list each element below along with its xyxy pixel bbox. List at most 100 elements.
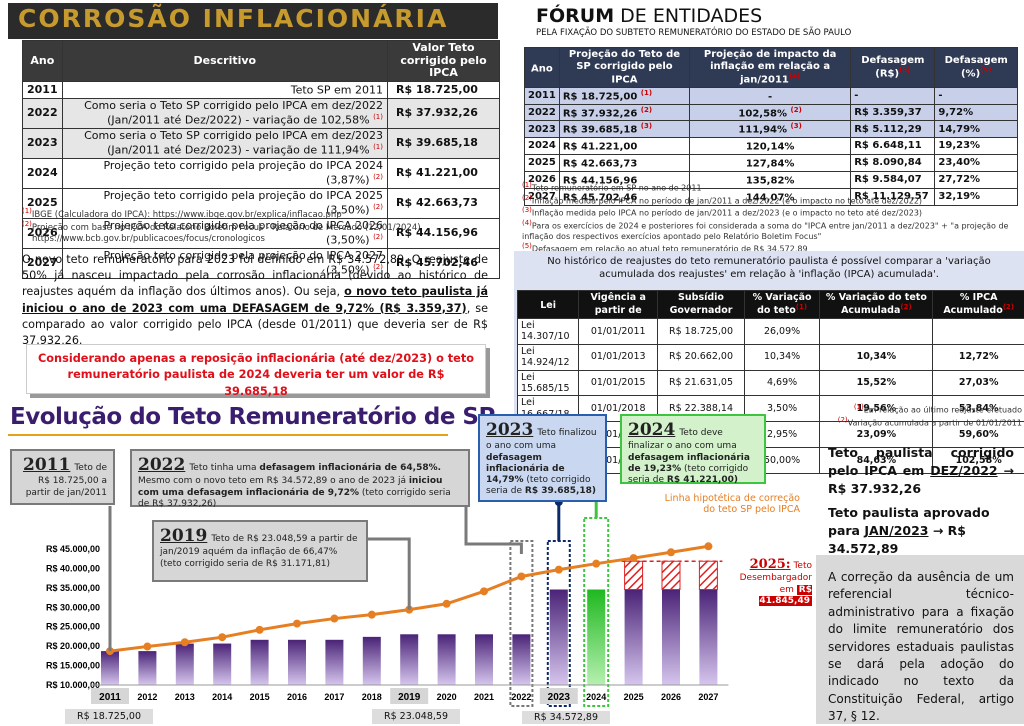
col-descritivo: Descritivo: [62, 41, 387, 82]
ipca-point-2012: [143, 643, 151, 651]
cell-descritivo: Projeção teto corrigido pela projeção do…: [62, 159, 387, 189]
x-tick-label: 2013: [175, 692, 195, 702]
y-tick-label: R$ 30.000,00: [46, 602, 100, 612]
x-tick-label: 2022: [511, 692, 531, 702]
notes-table2: (1)Teto remuneratório em SP no ano de 20…: [522, 181, 1012, 254]
header-cell: Lei: [518, 291, 579, 319]
x-tick-label: 2016: [287, 692, 307, 702]
x-tick-label: 2025: [624, 692, 644, 702]
analysis-paragraph: O novo teto remuneratório para 2023 foi …: [22, 252, 488, 349]
cell-teto: R$ 41.221,00: [559, 138, 689, 155]
footnote: (2)Inflação medida pelo IPCA no período …: [522, 194, 1012, 207]
table-cell: 15,52%: [820, 370, 933, 396]
x-tick-label: 2027: [698, 692, 718, 702]
header-cell: Defasagem (R$)(5): [851, 48, 935, 88]
cell-impacto: 127,84%: [690, 155, 851, 172]
header-cell: % Variação do teto(1): [744, 291, 820, 319]
col-valor: Valor Teto corrigido pelo IPCA: [388, 41, 500, 82]
connector-2022: [466, 506, 521, 554]
header-cell: Vigência a partir de: [579, 291, 658, 319]
cell-defasagem: R$ 8.090,84: [851, 155, 935, 172]
bar-2012: [138, 651, 156, 685]
highlight-box: Considerando apenas a reposição inflacio…: [26, 344, 486, 394]
cell-impacto: 120,14%: [690, 138, 851, 155]
table-cell: 27,03%: [933, 370, 1024, 396]
notes-table3: (1)Em relação ao último reajuste efetuad…: [800, 403, 1022, 428]
bar-2015: [251, 640, 269, 685]
table-cell: [820, 318, 933, 344]
x-tick-label: 2020: [437, 692, 457, 702]
table-cell: 10,34%: [744, 344, 820, 370]
cell-impacto: -: [690, 87, 851, 104]
x-tick-label: 2011: [99, 692, 121, 703]
x-tick-label: 2024: [586, 692, 606, 702]
left-title-text: CORROSÃO INFLACIONÁRIA: [18, 4, 448, 33]
ipca-point-2014: [218, 633, 226, 641]
cell-ano: 2024: [525, 138, 560, 155]
x-tick-label: 2026: [661, 692, 681, 702]
cell-descritivo: Como seria o Teto SP corrigido pelo IPCA…: [62, 129, 387, 159]
bar-2027: [699, 590, 717, 685]
side-text-2: Teto paulista aprovado para JAN/2023 → R…: [828, 504, 1014, 558]
cell-teto: R$ 18.725,00 (1): [559, 87, 689, 104]
cell-ano: 2022: [23, 99, 63, 129]
table-cell: Lei 15.685/15: [518, 370, 579, 396]
table-cell: 01/01/2015: [579, 370, 658, 396]
x-tick-label: 2014: [212, 692, 232, 702]
table-cell: R$ 18.725,00: [658, 318, 745, 344]
notes-table1: (1)IBGE (Calculadora do IPCA): https://w…: [22, 207, 502, 245]
cell-ano: 2011: [23, 81, 63, 98]
y-tick-label: R$ 20.000,00: [46, 641, 100, 651]
footnote: (1)Teto remuneratório em SP no ano de 20…: [522, 181, 1012, 194]
cell-valor: R$ 18.725,00: [388, 81, 500, 98]
y-tick-label: R$ 45.000,00: [46, 544, 100, 554]
bar-2013: [176, 644, 194, 685]
footnote: (1)Em relação ao último reajuste efetuad…: [800, 403, 1022, 416]
ipca-point-2021: [480, 587, 488, 595]
ipca-point-2016: [293, 620, 301, 628]
cell-defasagem: -: [851, 87, 935, 104]
ipca-point-2015: [256, 626, 264, 634]
side-text-1: Teto paulista corrigido pelo IPCA em DEZ…: [828, 444, 1014, 498]
bar-gap-2025: [625, 561, 643, 589]
cell-teto: R$ 42.663,73: [559, 155, 689, 172]
cell-ano: 2022: [525, 104, 560, 121]
ipca-point-2023: [555, 566, 563, 574]
chart-title: Evolução do Teto Remuneratório de SP: [10, 404, 495, 430]
history-title: No histórico de reajustes do teto remune…: [530, 255, 1008, 281]
header-cell: Defasagem (%)(5): [935, 48, 1018, 88]
x-tick-label: 2021: [474, 692, 494, 702]
cell-ano: 2011: [525, 87, 560, 104]
y-tick-label: R$ 40.000,00: [46, 563, 100, 573]
table-cell: Lei 14.924/12: [518, 344, 579, 370]
ipca-point-2024: [592, 560, 600, 568]
cell-pct: 23,40%: [935, 155, 1018, 172]
ipca-point-2022: [517, 572, 525, 580]
bar-2025: [625, 590, 643, 685]
footnote: (2)Variação acumulada a partir de 01/01/…: [800, 416, 1022, 429]
cell-ano: 2025: [525, 155, 560, 172]
table-cell: 01/01/2011: [579, 318, 658, 344]
bar-2011: [101, 651, 119, 685]
cell-ano: 2024: [23, 159, 63, 189]
ipca-point-2026: [667, 548, 675, 556]
table-cell: 10,34%: [820, 344, 933, 370]
label-2019-value: R$ 23.048,59: [372, 709, 460, 724]
cell-valor: R$ 41.221,00: [388, 159, 500, 189]
y-tick-label: R$ 25.000,00: [46, 622, 100, 632]
col-ano: Ano: [23, 41, 63, 82]
y-tick-label: R$ 15.000,00: [46, 661, 100, 671]
callout-2025: 2025: Teto Desembargador em R$ 41.845,49: [730, 557, 812, 607]
x-tick-label: 2018: [362, 692, 382, 702]
ipca-point-2013: [181, 638, 189, 646]
y-tick-label: R$ 35.000,00: [46, 583, 100, 593]
